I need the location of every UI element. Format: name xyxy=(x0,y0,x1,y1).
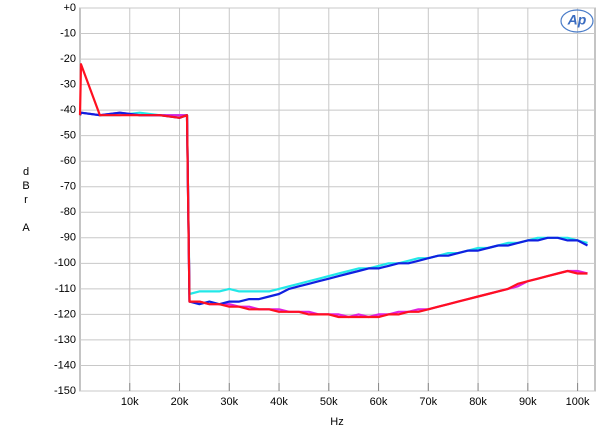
y-tick-label: -80 xyxy=(60,206,76,218)
x-tick-label: 60k xyxy=(370,396,388,408)
x-tick-label: 30k xyxy=(220,396,238,408)
y-tick-label: +0 xyxy=(63,2,76,14)
y-axis-label: d xyxy=(23,166,29,178)
y-tick-label: -100 xyxy=(54,257,76,269)
x-tick-label: 50k xyxy=(320,396,338,408)
x-tick-label: 20k xyxy=(171,396,189,408)
y-tick-label: -50 xyxy=(60,130,76,142)
x-tick-label: 40k xyxy=(270,396,288,408)
y-tick-label: -140 xyxy=(54,359,76,371)
y-tick-label: -90 xyxy=(60,232,76,244)
x-tick-label: 90k xyxy=(519,396,537,408)
y-axis-label: A xyxy=(22,222,30,234)
y-tick-label: -120 xyxy=(54,308,76,320)
y-tick-label: -30 xyxy=(60,79,76,91)
y-tick-label: -40 xyxy=(60,104,76,116)
logo-ring xyxy=(560,9,594,33)
series-line xyxy=(78,63,588,319)
y-axis-label: B xyxy=(22,180,29,192)
x-tick-label: 70k xyxy=(419,396,437,408)
y-tick-label: -150 xyxy=(54,385,76,397)
y-axis-label: r xyxy=(24,194,28,206)
x-tick-label: 100k xyxy=(566,396,590,408)
y-tick-label: -110 xyxy=(55,283,76,295)
y-tick-label: -70 xyxy=(60,181,76,193)
x-axis-label: Hz xyxy=(330,416,343,428)
logo: Ap xyxy=(567,12,587,28)
y-tick-label: -20 xyxy=(60,53,76,65)
x-tick-label: 80k xyxy=(469,396,487,408)
plot-frame xyxy=(79,7,596,392)
x-tick-label: 10k xyxy=(121,396,139,408)
y-tick-label: -130 xyxy=(54,334,76,346)
y-tick-label: -60 xyxy=(60,155,76,167)
y-tick-label: -10 xyxy=(60,27,76,39)
